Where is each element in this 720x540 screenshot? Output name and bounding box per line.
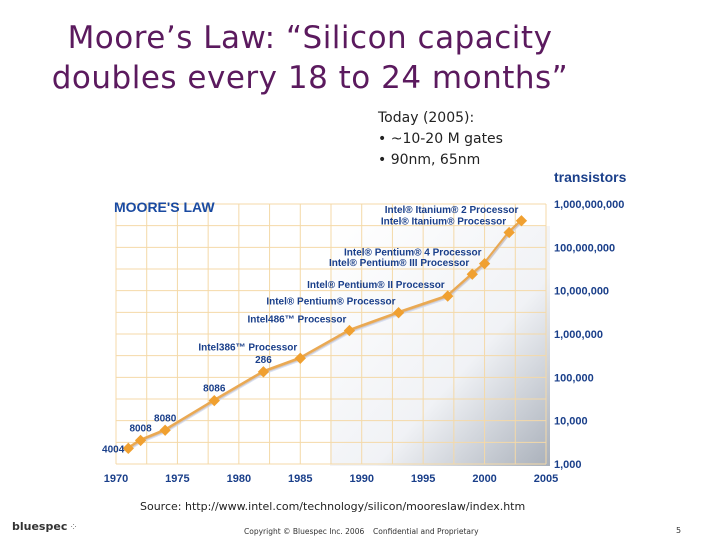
today-bullet: • ~10-20 M gates xyxy=(378,131,503,147)
x-axis-ticks: 1970 1975 1980 1985 1990 1995 2000 2005 xyxy=(104,473,558,485)
x-tick-label: 1985 xyxy=(288,473,312,485)
x-tick-label: 1970 xyxy=(104,473,128,485)
chart-title: MOORE'S LAW xyxy=(114,199,215,215)
data-point-label: Intel486™ Processor xyxy=(247,315,346,326)
y-tick-label: 10,000 xyxy=(554,416,588,428)
x-tick-label: 1990 xyxy=(349,473,373,485)
x-tick-label: 2000 xyxy=(472,473,496,485)
data-point-label: 8008 xyxy=(129,423,152,434)
chip-background-image xyxy=(330,226,550,466)
data-point-marker xyxy=(442,290,454,302)
y-tick-label: 100,000 xyxy=(554,372,594,384)
y-tick-label: 1,000 xyxy=(554,459,582,471)
x-tick-label: 2005 xyxy=(534,473,558,485)
data-point-label: 4004 xyxy=(102,444,125,455)
bluespec-logo: bluespec ⁘ xyxy=(12,520,78,533)
data-point-label: 8080 xyxy=(154,413,177,424)
data-point-label: Intel386™ Processor xyxy=(198,342,297,353)
y-tick-label: 100,000,000 xyxy=(554,242,615,254)
source-citation: Source: http://www.intel.com/technology/… xyxy=(140,500,526,513)
x-tick-label: 1995 xyxy=(411,473,435,485)
y-tick-label: 1,000,000 xyxy=(554,329,603,341)
data-point-marker xyxy=(478,258,491,270)
today-heading: Today (2005): xyxy=(378,110,475,126)
slide-title: Moore’s Law: “Silicon capacity doubles e… xyxy=(30,18,590,98)
y-axis-label: transistors xyxy=(554,169,627,185)
y-tick-label: 10,000,000 xyxy=(554,286,609,298)
logo-text: bluespec xyxy=(12,520,68,533)
data-point-label: 286 xyxy=(255,355,272,366)
page-number: 5 xyxy=(676,526,682,535)
x-tick-label: 1975 xyxy=(165,473,189,485)
data-point-marker xyxy=(343,324,356,337)
data-point-marker xyxy=(294,352,306,364)
y-tick-label: 1,000,000,000 xyxy=(554,199,624,211)
data-point-marker xyxy=(392,307,405,319)
title-line-1: Moore’s Law: “Silicon capacity xyxy=(67,20,553,56)
logo-dots-icon: ⁘ xyxy=(69,522,78,533)
data-point-label: Intel® Itanium® Processor xyxy=(381,216,506,227)
today-bullet: • 90nm, 65nm xyxy=(378,152,481,168)
chart-grid xyxy=(115,203,547,465)
data-point-marker xyxy=(515,215,528,227)
copyright: Copyright © Bluespec Inc. 2006 xyxy=(244,527,365,536)
data-point-marker xyxy=(159,424,171,436)
data-point-marker xyxy=(503,226,515,239)
moores-law-chart: MOORE'S LAW transistors 1,000 10,000 100,0… xyxy=(80,166,660,490)
data-point-label: Intel® Pentium® 4 Processor xyxy=(344,248,482,259)
data-point-label: Intel® Itanium® 2 Processor xyxy=(385,205,519,216)
today-note: Today (2005): • ~10-20 M gates • 90nm, 6… xyxy=(378,108,503,171)
data-point-marker xyxy=(208,394,220,407)
y-axis-ticks: 1,000 10,000 100,000 1,000,000 10,000,000 100… xyxy=(554,199,624,471)
confidential-note: Confidential and Proprietary xyxy=(373,527,479,536)
title-line-2: doubles every 18 to 24 months” xyxy=(51,60,569,96)
data-point-label: Intel® Pentium® II Processor xyxy=(307,280,445,291)
data-point-marker xyxy=(257,366,270,378)
data-point-label: 8086 xyxy=(203,384,226,395)
data-point-label: Intel® Pentium® Processor xyxy=(266,297,395,308)
x-tick-label: 1980 xyxy=(227,473,251,485)
data-point-label: Intel® Pentium® III Processor xyxy=(329,258,469,269)
